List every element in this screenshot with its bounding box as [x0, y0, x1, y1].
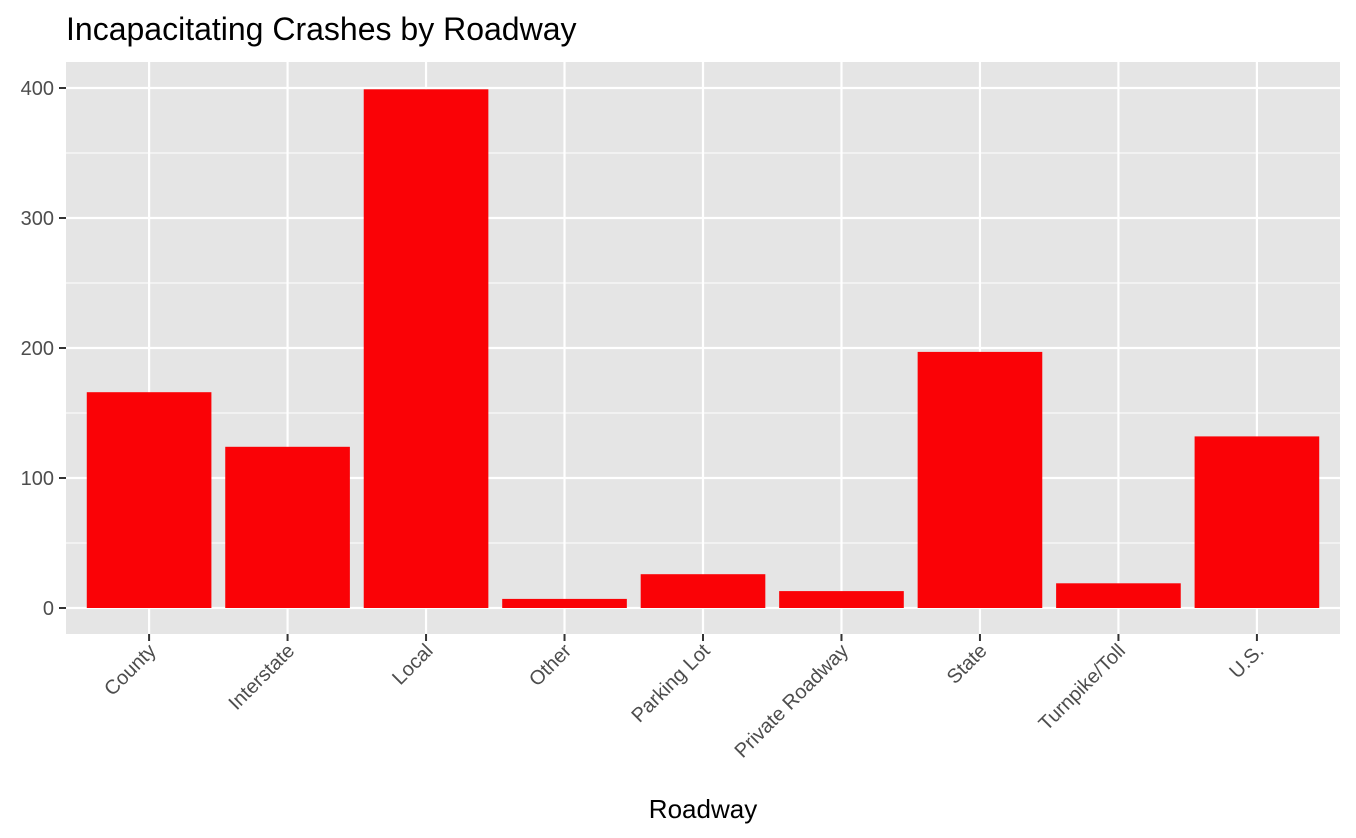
- bars: [86, 89, 1320, 609]
- x-tick-label: State: [943, 640, 992, 689]
- y-tick-label: 0: [43, 598, 54, 620]
- x-tick-label: Turnpike/Toll: [1035, 640, 1130, 735]
- x-tick-label: Parking Lot: [627, 640, 714, 727]
- bar: [1194, 436, 1320, 608]
- x-tick-label: Other: [525, 640, 576, 691]
- y-axis: 0 100 200 300 400: [21, 78, 66, 620]
- x-tick-label: Interstate: [225, 640, 300, 715]
- x-axis-title: Roadway: [649, 794, 757, 824]
- bar: [363, 89, 489, 609]
- chart-title: Incapacitating Crashes by Roadway: [66, 11, 577, 47]
- bar: [1056, 583, 1181, 608]
- bar: [225, 446, 350, 608]
- bar: [917, 351, 1043, 608]
- x-tick-label: U.S.: [1225, 640, 1268, 683]
- bar: [779, 591, 904, 608]
- x-tick-label: Private Roadway: [731, 640, 853, 762]
- bar: [640, 574, 766, 608]
- y-tick-label: 200: [21, 338, 54, 360]
- x-tick-label: Local: [388, 640, 437, 689]
- x-axis: County Interstate Local Other Parking Lot Pri…: [100, 634, 1268, 762]
- y-tick-label: 300: [21, 208, 54, 230]
- bar: [502, 598, 627, 608]
- y-tick-label: 400: [21, 78, 54, 100]
- x-tick-label: County: [100, 640, 160, 700]
- y-tick-label: 100: [21, 468, 54, 490]
- bar: [86, 392, 212, 608]
